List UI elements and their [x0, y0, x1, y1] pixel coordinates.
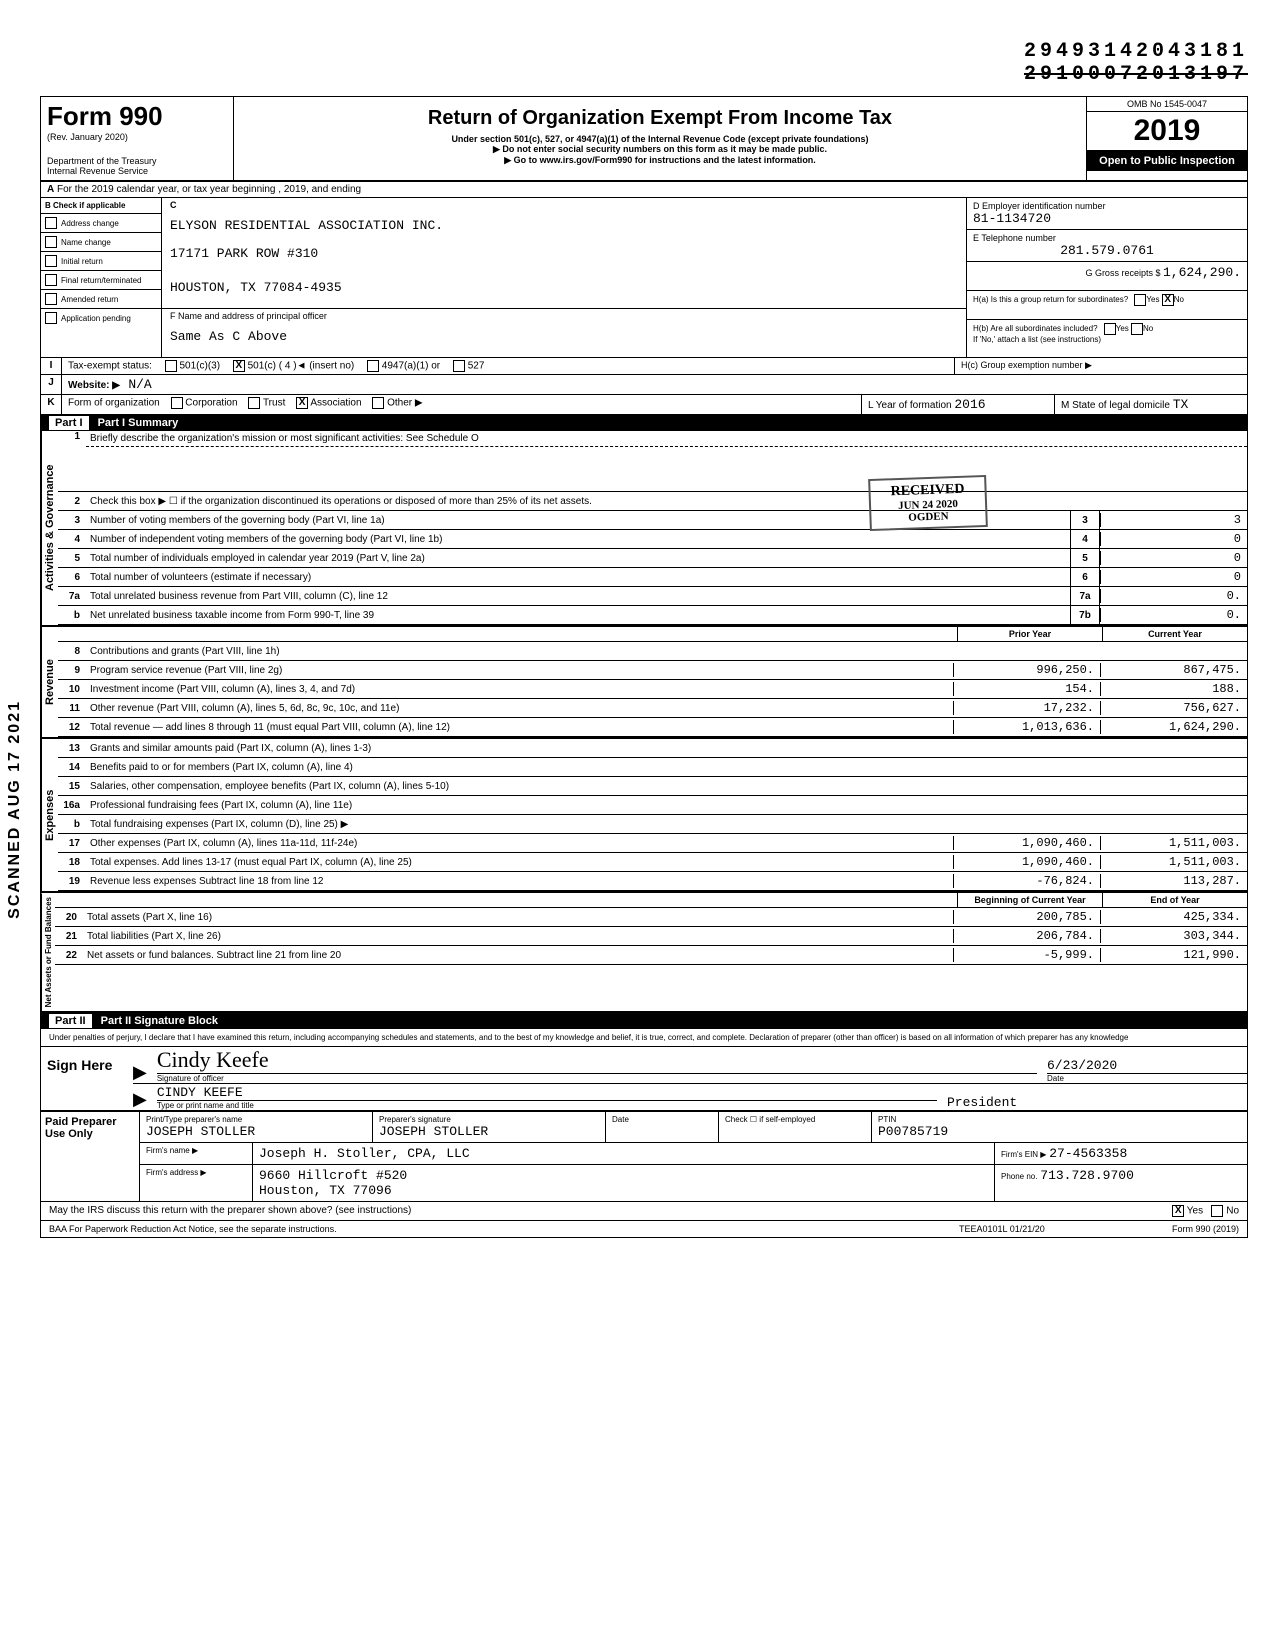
summary-line: 18Total expenses. Add lines 13-17 (must …	[58, 853, 1247, 872]
e-label: E Telephone number	[973, 233, 1241, 243]
penalty-text: Under penalties of perjury, I declare th…	[41, 1029, 1247, 1047]
check-address-change[interactable]: Address change	[41, 214, 161, 233]
check-amended[interactable]: Amended return	[41, 290, 161, 309]
hc: H(c) Group exemption number ▶	[954, 358, 1247, 374]
vtab-expenses: Expenses	[41, 739, 58, 891]
form-header: Form 990 (Rev. January 2020) Department …	[41, 97, 1247, 182]
prior-year-header: Prior Year	[957, 627, 1102, 641]
preparer-signature: JOSEPH STOLLER	[379, 1124, 599, 1139]
firm-addr1: 9660 Hillcroft #520	[259, 1168, 407, 1183]
paid-preparer-label: Paid Preparer Use Only	[41, 1112, 140, 1201]
form-number-footer: Form 990 (2019)	[1119, 1224, 1239, 1234]
current-year-header: Current Year	[1102, 627, 1247, 641]
summary-line: 17Other expenses (Part IX, column (A), l…	[58, 834, 1247, 853]
baa-notice: BAA For Paperwork Reduction Act Notice, …	[49, 1224, 959, 1234]
check-application-pending[interactable]: Application pending	[41, 309, 161, 327]
vtab-net: Net Assets or Fund Balances	[41, 893, 55, 1011]
dept-label: Department of the Treasury Internal Reve…	[47, 156, 227, 176]
firm-phone: 713.728.9700	[1040, 1168, 1134, 1183]
summary-line: bNet unrelated business taxable income f…	[58, 606, 1247, 625]
gross-receipts: 1,624,290.	[1163, 265, 1241, 280]
row-a-tax-year: A For the 2019 calendar year, or tax yea…	[41, 182, 1247, 198]
org-addr1: 17171 PARK ROW #310	[162, 246, 966, 274]
summary-line: 4Number of independent voting members of…	[58, 530, 1247, 549]
ein: 81-1134720	[973, 211, 1241, 226]
row-i: I Tax-exempt status: 501(c)(3) 501(c) ( …	[41, 358, 1247, 375]
summary-line: 15Salaries, other compensation, employee…	[58, 777, 1247, 796]
scanned-date-stamp: SCANNED AUG 17 2021	[6, 700, 24, 919]
officer-title: President	[937, 1095, 1247, 1110]
summary-line: 12Total revenue — add lines 8 through 11…	[58, 718, 1247, 737]
org-addr2: HOUSTON, TX 77084-4935	[162, 274, 966, 309]
top-document-codes: 29493142043181 29100072013197	[40, 40, 1248, 86]
vtab-activities: Activities & Governance	[41, 431, 58, 625]
preparer-name: JOSEPH STOLLER	[146, 1124, 366, 1139]
form-subtitle-2: ▶ Do not enter social security numbers o…	[240, 144, 1080, 155]
summary-line: 14Benefits paid to or for members (Part …	[58, 758, 1247, 777]
summary-line: 21Total liabilities (Part X, line 26)206…	[55, 927, 1247, 946]
paid-preparer-block: Paid Preparer Use Only Print/Type prepar…	[41, 1111, 1247, 1201]
code-line-2: 29100072013197	[40, 63, 1248, 86]
summary-line: 5Total number of individuals employed in…	[58, 549, 1247, 568]
f-value: Same As C Above	[162, 323, 966, 357]
boy-header: Beginning of Current Year	[957, 893, 1102, 907]
firm-ein: 27-4563358	[1049, 1146, 1127, 1161]
eoy-header: End of Year	[1102, 893, 1247, 907]
part-1-header: Part I Part I Summary	[41, 415, 1247, 431]
summary-line: 10Investment income (Part VIII, column (…	[58, 680, 1247, 699]
sign-date: 6/23/2020	[1047, 1058, 1247, 1073]
sign-here-label: Sign Here	[41, 1047, 133, 1110]
form-subtitle-3: ▶ Go to www.irs.gov/Form990 for instruct…	[240, 155, 1080, 166]
summary-line: 22Net assets or fund balances. Subtract …	[55, 946, 1247, 965]
officer-signature: Cindy Keefe	[157, 1047, 1037, 1073]
omb-number: OMB No 1545-0047	[1087, 97, 1247, 112]
check-name-change[interactable]: Name change	[41, 233, 161, 252]
net-assets-block: Net Assets or Fund Balances Beginning of…	[41, 893, 1247, 1013]
form-990: RECEIVED JUN 24 2020 OGDEN Form 990 (Rev…	[40, 96, 1248, 1238]
g-label: G Gross receipts $	[1085, 268, 1160, 278]
discuss-question: May the IRS discuss this return with the…	[49, 1205, 1172, 1217]
print-name: CINDY KEEFE	[157, 1085, 937, 1100]
check-final-return[interactable]: Final return/terminated	[41, 271, 161, 290]
summary-line: 13Grants and similar amounts paid (Part …	[58, 739, 1247, 758]
check-initial-return[interactable]: Initial return	[41, 252, 161, 271]
part-2-header: Part II Part II Signature Block	[41, 1013, 1247, 1029]
d-label: D Employer identification number	[973, 201, 1241, 211]
form-subtitle-1: Under section 501(c), 527, or 4947(a)(1)…	[240, 134, 1080, 144]
org-name: ELYSON RESIDENTIAL ASSOCIATION INC.	[162, 212, 966, 246]
expenses-block: Expenses 13Grants and similar amounts pa…	[41, 739, 1247, 893]
summary-line: 7aTotal unrelated business revenue from …	[58, 587, 1247, 606]
activities-governance: Activities & Governance 1 Briefly descri…	[41, 431, 1247, 627]
f-label: F Name and address of principal officer	[162, 309, 966, 323]
row-k: K Form of organization Corporation Trust…	[41, 395, 1247, 415]
summary-line: 16aProfessional fundraising fees (Part I…	[58, 796, 1247, 815]
tax-year: 2019	[1087, 112, 1247, 151]
line-2-checkbox: Check this box ▶ ☐ if the organization d…	[86, 494, 1247, 509]
firm-name: Joseph H. Stoller, CPA, LLC	[253, 1143, 995, 1164]
revenue-block: Revenue Prior Year Current Year 8Contrib…	[41, 627, 1247, 739]
summary-line: 9Program service revenue (Part VIII, lin…	[58, 661, 1247, 680]
summary-line: 19Revenue less expenses Subtract line 18…	[58, 872, 1247, 891]
phone: 281.579.0761	[973, 243, 1241, 258]
summary-line: 8Contributions and grants (Part VIII, li…	[58, 642, 1247, 661]
form-title: Return of Organization Exempt From Incom…	[240, 107, 1080, 130]
summary-line: 6Total number of volunteers (estimate if…	[58, 568, 1247, 587]
row-j: J Website: ▶ N/A	[41, 375, 1247, 395]
line-1-mission: Briefly describe the organization's miss…	[86, 431, 1247, 447]
summary-line: 20Total assets (Part X, line 16)200,785.…	[55, 908, 1247, 927]
section-b: B Check if applicable Address change Nam…	[41, 198, 1247, 358]
summary-line: bTotal fundraising expenses (Part IX, co…	[58, 815, 1247, 834]
teea-code: TEEA0101L 01/21/20	[959, 1224, 1119, 1234]
self-employed-check[interactable]: Check ☐ if self-employed	[719, 1112, 872, 1142]
firm-addr2: Houston, TX 77096	[259, 1183, 392, 1198]
vtab-revenue: Revenue	[41, 627, 58, 737]
code-line-1: 29493142043181	[40, 40, 1248, 63]
open-inspection: Open to Public Inspection	[1087, 151, 1247, 171]
form-number: Form 990	[47, 101, 227, 132]
summary-line: 3Number of voting members of the governi…	[58, 511, 1247, 530]
ptin: P00785719	[878, 1124, 1241, 1139]
summary-line: 11Other revenue (Part VIII, column (A), …	[58, 699, 1247, 718]
form-revision: (Rev. January 2020)	[47, 132, 227, 142]
